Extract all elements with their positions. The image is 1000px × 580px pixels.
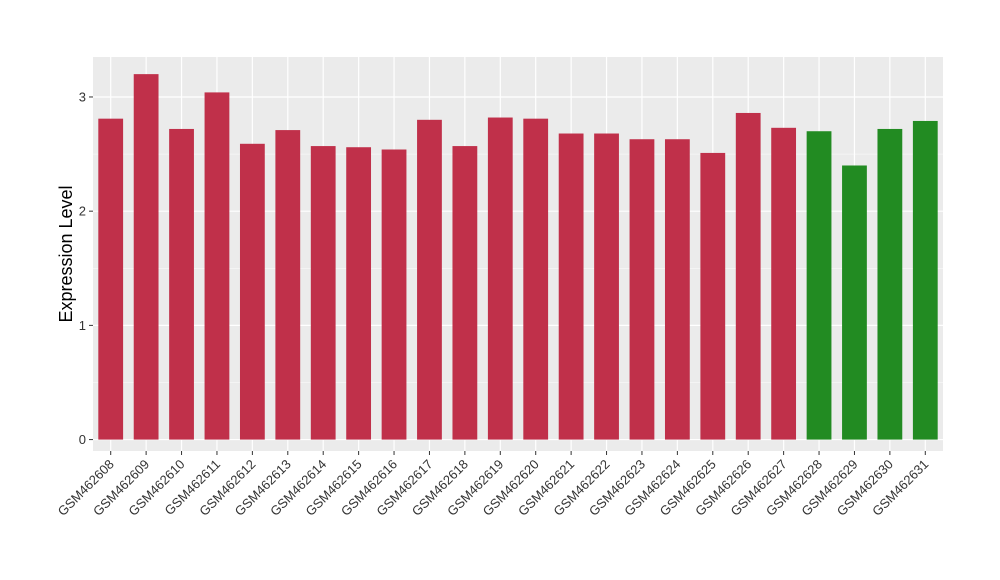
plot-panel xyxy=(93,57,943,451)
bar xyxy=(664,139,690,440)
bar xyxy=(558,133,584,440)
y-axis-label: Expression Level xyxy=(56,185,76,322)
x-axis: GSM462608GSM462609GSM462610GSM462611GSM4… xyxy=(55,451,931,519)
bar xyxy=(806,131,832,440)
bar xyxy=(452,146,478,440)
bar xyxy=(275,130,301,440)
bar xyxy=(169,128,194,440)
bar xyxy=(417,119,442,440)
bar xyxy=(98,118,124,440)
bar xyxy=(735,112,761,440)
y-tick-label: 3 xyxy=(79,89,86,104)
bars xyxy=(98,74,938,440)
bar xyxy=(487,117,513,440)
y-tick-label: 0 xyxy=(79,432,86,447)
bar xyxy=(700,152,726,440)
bar xyxy=(877,128,903,440)
bar xyxy=(133,74,159,440)
bar xyxy=(842,165,867,440)
bar xyxy=(771,127,797,440)
bar xyxy=(381,149,407,440)
bar xyxy=(912,120,938,440)
bar xyxy=(523,118,549,440)
bar xyxy=(594,133,619,440)
y-tick-label: 2 xyxy=(79,204,86,219)
y-tick-label: 1 xyxy=(79,318,86,333)
bar xyxy=(204,92,230,440)
bar xyxy=(310,146,336,440)
bar xyxy=(346,147,372,440)
bar xyxy=(629,139,655,440)
y-axis: 0 1 2 3 xyxy=(79,89,93,447)
bar xyxy=(239,143,265,440)
